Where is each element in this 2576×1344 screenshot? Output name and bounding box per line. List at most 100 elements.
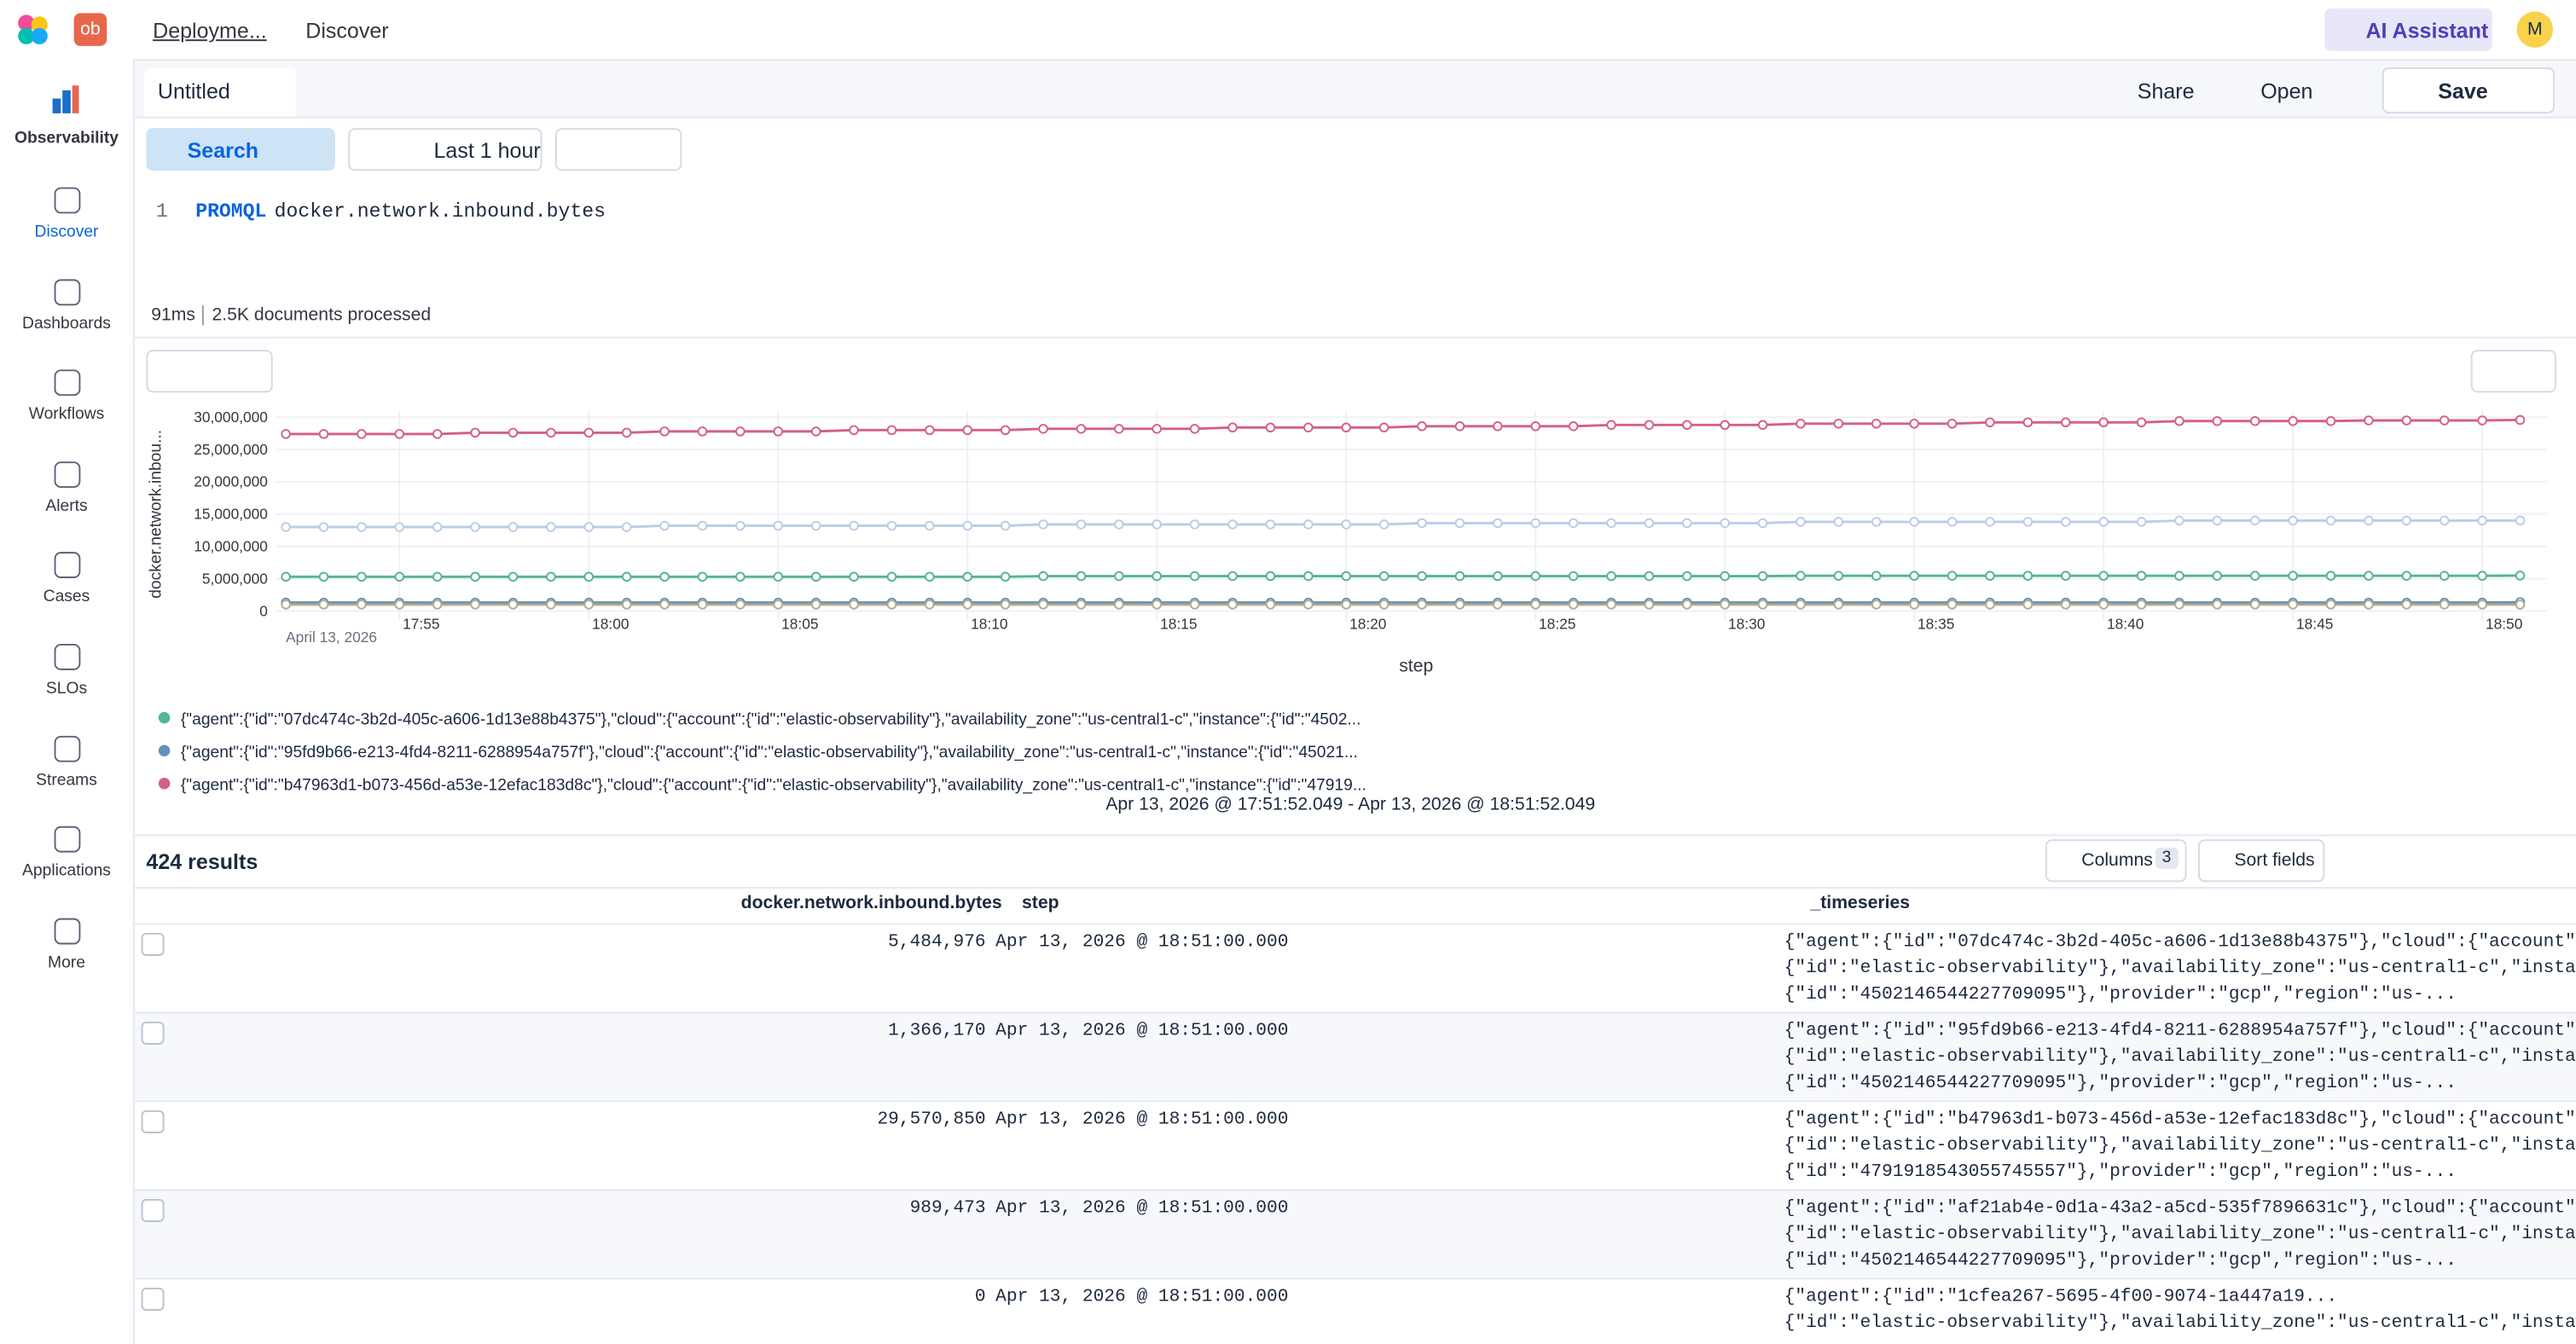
column-header[interactable]: docker.network.inbound.bytes — [740, 893, 1002, 913]
row-checkbox[interactable] — [141, 1109, 165, 1133]
point — [432, 571, 443, 582]
column-header[interactable]: step — [1021, 893, 1059, 913]
point — [1796, 600, 1806, 610]
save-button[interactable] — [2382, 67, 2555, 113]
time-nav[interactable] — [554, 128, 682, 171]
point — [318, 571, 329, 582]
nav-item[interactable]: Discover — [0, 187, 133, 241]
cell-timeseries: {"id":"4791918543055745557"},"provider":… — [1784, 1162, 2457, 1183]
point — [2439, 571, 2450, 581]
nav-icon — [53, 369, 80, 397]
point — [1644, 420, 1655, 431]
point — [2022, 517, 2034, 527]
x-tick-label: 18:35 — [1917, 616, 1954, 633]
divider — [134, 336, 2576, 339]
time-label: Last 1 hour — [433, 137, 541, 163]
row-checkbox[interactable] — [141, 1287, 165, 1311]
cell-value: 989,473 — [909, 1198, 986, 1219]
cell-timeseries: {"id":"elastic-observability"},"availabi… — [1784, 1047, 2576, 1068]
point — [281, 571, 291, 582]
point — [583, 571, 595, 582]
point — [1606, 571, 1616, 582]
point — [394, 429, 405, 439]
cell-step: Apr 13, 2026 @ 18:51:00.000 — [995, 1198, 1289, 1219]
chart-options[interactable] — [2470, 350, 2556, 393]
cell-timeseries: {"id":"4502146544227709095"},"provider":… — [1784, 1251, 2457, 1272]
row-checkbox[interactable] — [141, 932, 165, 956]
point — [2401, 571, 2412, 581]
point — [1227, 600, 1238, 610]
point — [1152, 424, 1163, 434]
column-header[interactable]: _timeseries — [1810, 893, 1911, 913]
ai-label: AI Assistant — [2365, 18, 2489, 43]
point — [659, 520, 670, 531]
point — [470, 427, 480, 438]
legend-label[interactable]: {"agent":{"id":"b47963d1-b073-456d-a53e-… — [181, 776, 1366, 794]
point — [2515, 571, 2526, 581]
point — [1644, 571, 1655, 582]
point — [1303, 422, 1314, 433]
ai-button[interactable] — [2324, 8, 2492, 51]
sort-button[interactable] — [2198, 839, 2325, 883]
avatar[interactable]: M — [2516, 11, 2554, 48]
point — [1871, 571, 1882, 581]
point — [2515, 515, 2526, 526]
point — [1720, 571, 1730, 582]
chart-tools[interactable] — [146, 350, 273, 393]
point — [318, 429, 329, 439]
share[interactable]: Share — [2137, 78, 2195, 104]
space-badge[interactable]: ob — [73, 13, 107, 46]
point — [583, 522, 595, 532]
cell-step: Apr 13, 2026 @ 18:51:00.000 — [995, 932, 1289, 953]
y-tick-label: 30,000,000 — [194, 408, 268, 426]
point — [2364, 600, 2374, 610]
tab[interactable] — [144, 67, 296, 117]
open[interactable]: Open — [2260, 78, 2313, 104]
point — [583, 600, 595, 610]
row-checkbox[interactable] — [141, 1021, 165, 1045]
cell-timeseries: {"id":"elastic-observability"},"availabi… — [1784, 959, 2576, 979]
point — [2212, 600, 2223, 610]
point — [2249, 515, 2260, 526]
point — [1378, 571, 1390, 582]
row-checkbox[interactable] — [141, 1198, 165, 1222]
point — [1000, 600, 1011, 610]
breadcrumb[interactable]: Deployme... — [153, 18, 267, 43]
nav-item[interactable]: More — [0, 918, 133, 972]
point — [1757, 571, 1768, 582]
tab-label: Untitled — [157, 78, 230, 104]
point — [1417, 600, 1427, 610]
nav-item[interactable]: Alerts — [0, 461, 133, 515]
point — [2022, 417, 2034, 428]
nav-item[interactable]: SLOs — [0, 643, 133, 698]
point — [1720, 518, 1730, 529]
nav-item[interactable]: Streams — [0, 735, 133, 790]
point — [773, 426, 784, 437]
point — [886, 520, 897, 531]
legend-label[interactable]: {"agent":{"id":"95fd9b66-e213-4fd4-8211-… — [181, 744, 1358, 762]
point — [962, 600, 973, 610]
nav-item[interactable]: Applications — [0, 826, 133, 881]
tab-bar — [134, 61, 2576, 119]
time-picker[interactable] — [348, 128, 542, 171]
point — [2401, 515, 2412, 526]
point — [2288, 515, 2298, 526]
y-tick-label: 10,000,000 — [194, 538, 268, 555]
point — [2288, 600, 2298, 610]
line-number: 1 — [155, 200, 168, 223]
point — [2325, 600, 2336, 610]
nav-icon — [53, 552, 80, 579]
nav-item[interactable]: Dashboards — [0, 278, 133, 333]
x-tick-label: 18:50 — [2486, 616, 2522, 633]
point — [1341, 600, 1352, 610]
legend-label[interactable]: {"agent":{"id":"07dc474c-3b2d-405c-a606-… — [181, 710, 1361, 728]
nav-item[interactable]: Workflows — [0, 369, 133, 424]
nav-item[interactable]: Cases — [0, 552, 133, 606]
legend-dot — [158, 711, 171, 724]
search-button[interactable] — [146, 128, 335, 171]
point — [1947, 571, 1958, 581]
point — [1152, 600, 1163, 610]
point — [1378, 600, 1390, 610]
point — [962, 520, 973, 531]
